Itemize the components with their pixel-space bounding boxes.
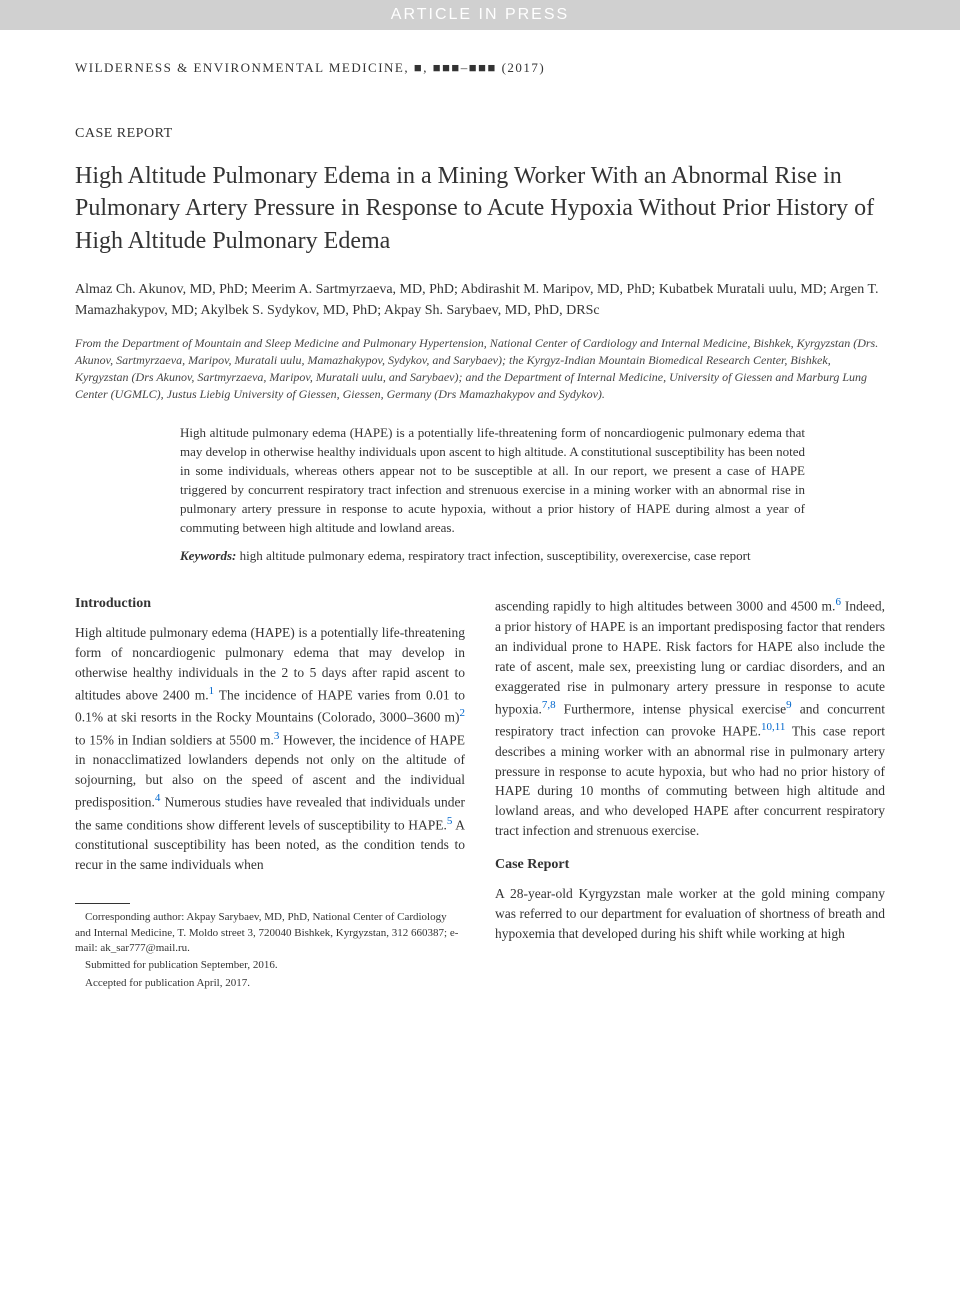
corresponding-author: Corresponding author: Akpay Sarybaev, MD…	[75, 910, 465, 956]
journal-issue: ■, ■■■–■■■	[414, 60, 497, 75]
right-column: ascending rapidly to high altitudes betw…	[495, 594, 885, 993]
intro-text-2c: Furthermore, intense physical exercise	[556, 701, 787, 716]
keywords-line: Keywords: high altitude pulmonary edema,…	[180, 547, 805, 566]
two-column-body: Introduction High altitude pulmonary ede…	[75, 594, 885, 993]
introduction-heading: Introduction	[75, 594, 465, 615]
intro-paragraph-left: High altitude pulmonary edema (HAPE) is …	[75, 623, 465, 875]
journal-citation: WILDERNESS & ENVIRONMENTAL MEDICINE, ■, …	[75, 60, 885, 76]
footnote-block: Corresponding author: Akpay Sarybaev, MD…	[75, 910, 465, 991]
journal-year: (2017)	[502, 60, 546, 75]
case-report-heading: Case Report	[495, 855, 885, 876]
intro-paragraph-right: ascending rapidly to high altitudes betw…	[495, 594, 885, 841]
ref-7-8[interactable]: 7,8	[542, 699, 556, 711]
affiliations: From the Department of Mountain and Slee…	[75, 335, 885, 402]
keywords-label: Keywords:	[180, 548, 236, 563]
abstract: High altitude pulmonary edema (HAPE) is …	[180, 424, 805, 537]
ref-10-11[interactable]: 10,11	[761, 721, 785, 733]
intro-text-2a: ascending rapidly to high altitudes betw…	[495, 599, 835, 614]
article-title: High Altitude Pulmonary Edema in a Minin…	[75, 160, 885, 257]
keywords-text: high altitude pulmonary edema, respirato…	[236, 548, 750, 563]
author-list: Almaz Ch. Akunov, MD, PhD; Meerim A. Sar…	[75, 279, 885, 321]
intro-text-1c: to 15% in Indian soldiers at 5500 m.	[75, 732, 274, 747]
journal-name: WILDERNESS & ENVIRONMENTAL MEDICINE,	[75, 60, 409, 75]
section-label: CASE REPORT	[75, 126, 885, 142]
article-in-press-banner: ARTICLE IN PRESS	[0, 0, 960, 30]
accepted-date: Accepted for publication April, 2017.	[75, 976, 465, 991]
case-report-paragraph: A 28-year-old Kyrgyzstan male worker at …	[495, 884, 885, 944]
left-column: Introduction High altitude pulmonary ede…	[75, 594, 465, 993]
submitted-date: Submitted for publication September, 201…	[75, 958, 465, 973]
footnote-divider	[75, 903, 130, 904]
intro-text-2e: This case report describes a mining work…	[495, 724, 885, 839]
ref-2[interactable]: 2	[460, 707, 466, 719]
page-content: WILDERNESS & ENVIRONMENTAL MEDICINE, ■, …	[0, 30, 960, 1033]
